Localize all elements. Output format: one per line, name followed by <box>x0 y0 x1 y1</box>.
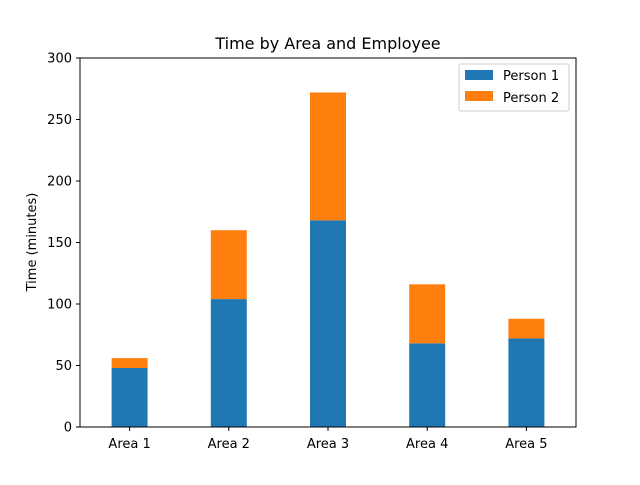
bar-1-2 <box>210 299 247 427</box>
y-tick-label: 50 <box>55 359 72 374</box>
x-tick-label: Area 3 <box>307 437 349 452</box>
legend: Person 1 Person 2 <box>458 63 570 112</box>
bar-2-4 <box>409 284 446 344</box>
y-tick-label: 250 <box>47 113 72 128</box>
legend-label-person-2: Person 2 <box>503 91 559 106</box>
y-tick-label: 150 <box>47 236 72 251</box>
legend-label-person-1: Person 1 <box>503 69 559 84</box>
x-axis-ticks: Area 1 Area 2 Area 3 Area 4 Area 5 <box>108 427 548 452</box>
x-tick-label: Area 2 <box>208 437 250 452</box>
y-axis-label: Time (minutes) <box>25 193 40 293</box>
bar-2-5 <box>508 318 545 339</box>
bar-1-5 <box>508 338 545 427</box>
x-tick-label: Area 1 <box>108 437 150 452</box>
y-tick-label: 100 <box>47 298 72 313</box>
bar-1-4 <box>409 343 446 427</box>
plot-frame <box>79 57 577 428</box>
bar-2-3 <box>310 92 346 221</box>
bars-group <box>111 92 545 427</box>
bar-1-3 <box>310 220 346 427</box>
y-axis-ticks: 0 50 100 150 200 250 300 <box>47 52 80 436</box>
y-tick-label: 0 <box>64 421 72 436</box>
x-tick-label: Area 4 <box>406 437 448 452</box>
y-tick-label: 200 <box>47 175 72 190</box>
y-tick-label: 300 <box>47 52 72 67</box>
bar-2-1 <box>111 358 148 368</box>
bar-1-1 <box>111 367 148 427</box>
legend-swatch-person-1 <box>465 70 493 80</box>
x-tick-label: Area 5 <box>505 437 547 452</box>
legend-swatch-person-2 <box>465 91 493 101</box>
chart-title: Time by Area and Employee <box>214 34 440 53</box>
bar-2-2 <box>210 230 247 300</box>
